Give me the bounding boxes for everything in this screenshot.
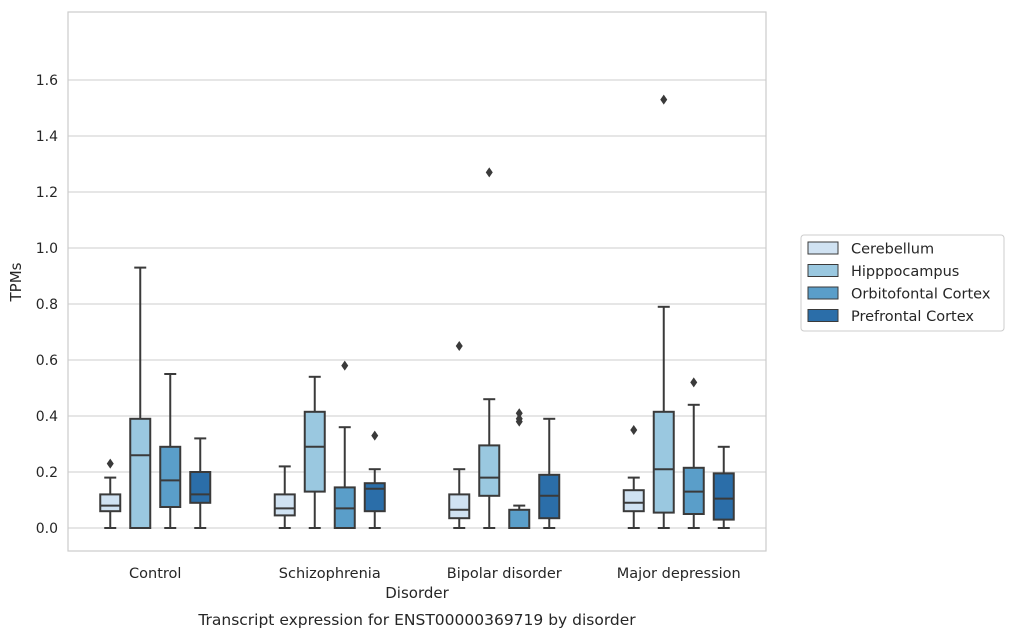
legend-frame xyxy=(800,234,1005,332)
outlier-point xyxy=(515,413,523,424)
box xyxy=(159,445,182,508)
box xyxy=(273,493,296,517)
outlier-point xyxy=(341,360,349,371)
outlier-point xyxy=(485,167,493,178)
y-tick-label: 0.2 xyxy=(36,465,58,481)
series-hipppocampus xyxy=(129,94,675,529)
box xyxy=(363,482,386,513)
legend-swatch xyxy=(807,241,839,255)
box xyxy=(712,472,735,521)
x-tick-label: Major depression xyxy=(617,566,741,582)
x-tick-label: Schizophrenia xyxy=(279,566,381,582)
outlier-point xyxy=(371,430,379,441)
box xyxy=(189,471,212,504)
legend-swatch xyxy=(807,286,839,300)
box xyxy=(448,493,471,520)
y-tick-label: 0.6 xyxy=(36,353,58,369)
y-tick-label: 0.0 xyxy=(36,521,58,537)
series-orbitofontal-cortex xyxy=(159,360,705,529)
x-axis-label: Disorder xyxy=(385,584,449,602)
x-tick-label: Bipolar disorder xyxy=(447,566,562,582)
box xyxy=(652,410,675,514)
legend-label: Cerebellum xyxy=(851,242,934,258)
y-tick-label: 1.4 xyxy=(36,129,58,145)
outlier-point xyxy=(106,458,114,469)
outlier-point xyxy=(660,94,668,105)
legend-swatch xyxy=(807,264,839,277)
legend-label: Prefrontal Cortex xyxy=(851,309,974,325)
grid-layer xyxy=(68,79,766,529)
legend-swatch xyxy=(807,309,839,322)
box xyxy=(129,417,152,529)
y-axis-label: TPMs xyxy=(7,262,25,302)
y-tick-label: 1.0 xyxy=(36,241,58,257)
outlier-point xyxy=(690,377,698,388)
plot-area xyxy=(67,11,767,552)
box xyxy=(508,508,531,529)
legend-label: Hipppocampus xyxy=(851,264,959,280)
series-cerebellum xyxy=(99,341,645,529)
chart-title: Transcript expression for ENST0000036971… xyxy=(197,611,636,629)
outlier-point xyxy=(455,341,463,351)
y-tick-labels: 0.0 0.2 0.4 0.6 0.8 1.0 1.2 1.4 1.6 xyxy=(36,73,58,537)
y-tick-label: 1.6 xyxy=(36,73,58,89)
outlier-point xyxy=(515,408,523,419)
legend: Cerebellum Hipppocampus Orbitofontal Corte… xyxy=(800,234,1005,332)
y-tick-label: 1.2 xyxy=(36,185,58,201)
box xyxy=(478,444,501,497)
series-prefrontal-cortex xyxy=(189,417,735,529)
box xyxy=(303,410,326,493)
x-tick-labels: Control Schizophrenia Bipolar disorder Majo… xyxy=(129,566,741,582)
box xyxy=(622,489,645,513)
legend-label: Orbitofontal Cortex xyxy=(851,287,991,303)
boxes-layer xyxy=(99,94,735,529)
y-tick-label: 0.4 xyxy=(36,409,58,425)
box xyxy=(99,493,122,513)
outlier-point xyxy=(630,425,638,435)
y-tick-label: 0.8 xyxy=(36,297,58,313)
x-tick-label: Control xyxy=(129,566,181,582)
